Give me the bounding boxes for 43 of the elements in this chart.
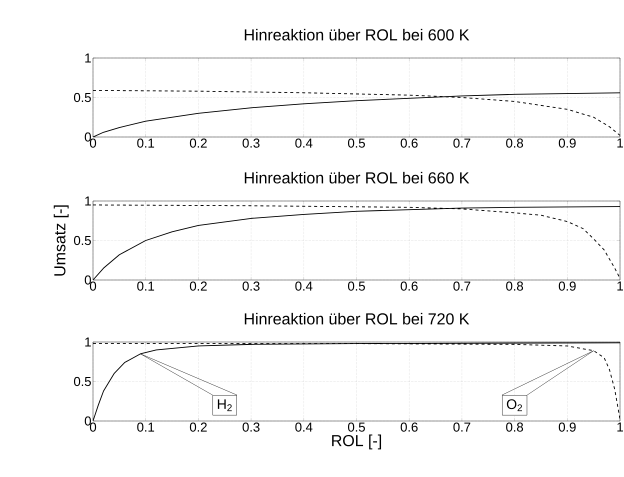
annotation: H$_{2}$ [218, 399, 232, 412]
x-tick-label: 0.9 [558, 282, 576, 291]
y-tick-label: 1 [85, 196, 91, 206]
annotation: O$_{2}$ [506, 399, 522, 412]
x-tick-label: 0.6 [400, 138, 418, 148]
x-tick-label: 0.7 [453, 138, 470, 148]
y-tick-label: 0.5 [74, 376, 91, 386]
y-axis-title: Umsatz [-] [54, 205, 69, 276]
x-tick-label: 0.3 [242, 138, 260, 148]
y-tick-label: 0.5 [74, 92, 91, 102]
x-tick-label: 0.2 [190, 422, 207, 432]
x-tick-label: 0.5 [348, 138, 365, 148]
y-tick-label: 1 [85, 338, 91, 346]
x-tick-label: 0.8 [506, 422, 524, 432]
x-tick-label: 0.2 [190, 282, 207, 291]
x-tick-label: 0.7 [453, 282, 470, 291]
x-tick-label: 0.9 [558, 422, 576, 432]
x-tick-label: 0.9 [558, 138, 576, 148]
x-tick-label: 0.1 [137, 138, 154, 148]
x-tick-label: 0.3 [242, 422, 260, 432]
x-tick-label: 0.5 [348, 422, 365, 432]
x-tick-label: 0.3 [242, 282, 260, 291]
chart-title: Hinreaktion über ROL bei 720 K [244, 312, 470, 325]
x-tick-label: 0.1 [137, 422, 154, 432]
x-tick-label: 0.8 [506, 138, 524, 148]
x-tick-label: 1 [617, 282, 623, 290]
x-tick-label: 0.6 [400, 422, 418, 432]
x-tick-label: 0.8 [506, 282, 524, 291]
x-tick-label: 0.7 [453, 422, 470, 432]
x-tick-label: 0.5 [348, 282, 365, 291]
x-tick-label: 0.4 [295, 282, 312, 291]
x-tick-label: 0.6 [400, 282, 418, 291]
x-tick-label: 1 [617, 138, 623, 148]
x-tick-label: 0.4 [295, 138, 312, 148]
x-tick-label: 0.4 [295, 422, 312, 432]
y-tick-label: 1 [85, 54, 91, 62]
chart-title: Hinreaktion über ROL bei 600 K [244, 28, 470, 41]
x-tick-label: 0.2 [190, 138, 207, 148]
chart-title: Hinreaktion über ROL bei 660 K [244, 172, 470, 184]
x-tick-label: 1 [617, 422, 623, 432]
x-tick-label: 0.1 [137, 282, 154, 291]
x-axis-title: ROL [-] [332, 434, 382, 450]
y-tick-label: 0.5 [74, 236, 91, 246]
